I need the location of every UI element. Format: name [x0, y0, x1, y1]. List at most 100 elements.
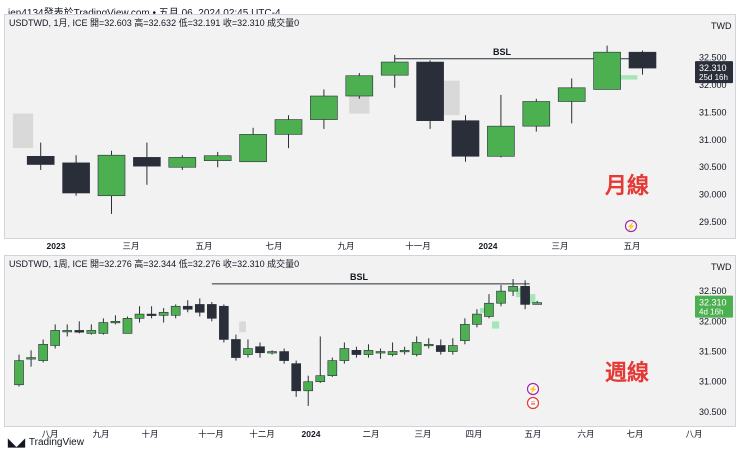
candle-body [339, 348, 350, 361]
candle-body [628, 51, 657, 69]
candle-body [423, 343, 434, 347]
symbol-label: USDTWD, 1周, ICE 開=32.276 高=32.344 低=32.2… [9, 258, 299, 269]
currency-label: TWD [711, 21, 732, 31]
ghost-candle [516, 288, 524, 298]
candle-body [557, 87, 586, 102]
price-tick-label: 32.500 [699, 53, 727, 63]
candle-body [351, 350, 362, 355]
candle-body [194, 304, 205, 313]
timeframe-watermark: 月線 [604, 173, 649, 198]
candle-body [110, 321, 121, 324]
ghost-candle [239, 321, 246, 333]
time-tick-label: 三月 [551, 241, 568, 251]
time-tick-label: 八月 [41, 429, 58, 439]
candle-body [448, 345, 458, 352]
candle-body [363, 350, 374, 355]
time-tick-label: 八月 [685, 429, 702, 439]
price-tick-label: 30.500 [699, 162, 727, 172]
weekly-time-axis[interactable]: 八月 九月 十月 十一月 十二月 2024 二月 三月 四月 五月 六月 七月 八月 [4, 427, 736, 441]
price-tick-label: 31.000 [699, 377, 727, 387]
candle-body [522, 101, 551, 127]
candle-body [520, 286, 530, 305]
monthly-chart[interactable]: USDTWD, 1月, ICE 開=32.603 高=32.632 低=32.1… [5, 15, 735, 238]
symbol-label: USDTWD, 1月, ICE 開=32.603 高=32.632 低=32.1… [9, 17, 299, 28]
candle-body [122, 318, 133, 334]
us-flag-icon-glyph: ≡ [531, 399, 536, 408]
candle-body [133, 157, 161, 167]
candle-body [14, 360, 24, 386]
candle-body [315, 375, 326, 383]
candle-body [496, 290, 506, 304]
footer[interactable]: ◣◢ TradingView [8, 436, 84, 449]
last-price-value: 32.310 [699, 298, 727, 308]
time-tick-label: 九月 [92, 429, 109, 439]
time-tick-label: 十月 [141, 429, 158, 439]
candle-body [460, 324, 470, 341]
time-tick-label: 2023 [47, 241, 66, 251]
candle-body [279, 351, 289, 361]
candle-body [267, 351, 277, 354]
time-tick-label: 七月 [626, 429, 643, 439]
ghost-candle [479, 308, 488, 313]
candle-body [274, 119, 303, 135]
weekly-chart-panel[interactable]: USDTWD, 1周, ICE 開=32.276 高=32.344 低=32.2… [4, 255, 736, 427]
price-tick-label: 30.500 [699, 407, 727, 417]
time-tick-label: 十一月 [198, 429, 224, 439]
candle-body [168, 157, 197, 168]
candle-body [26, 155, 55, 165]
lightning-icon [526, 382, 540, 396]
lightning-icon [624, 219, 638, 233]
candle-body [170, 305, 181, 316]
candle-body [50, 330, 60, 346]
candle-body [146, 313, 157, 316]
candle-body [38, 343, 48, 361]
candle-body [62, 162, 90, 194]
ghost-candle [439, 80, 460, 116]
time-tick-label: 六月 [577, 429, 594, 439]
countdown-label: 4d 16h [699, 308, 723, 317]
candle-body [134, 313, 145, 319]
candle-body [593, 51, 621, 90]
time-tick-label: 三月 [122, 241, 139, 251]
ghost-candle [528, 294, 536, 304]
bsl-label: BSL [493, 47, 512, 57]
candle-body [207, 304, 217, 319]
candle-body [303, 381, 314, 392]
time-tick-label: 五月 [195, 241, 212, 251]
time-tick-label: 十一月 [405, 241, 431, 251]
candle-body [508, 286, 518, 292]
price-tick-label: 32.000 [699, 80, 727, 90]
candle-body [219, 305, 229, 340]
candle-body [532, 302, 542, 305]
candle-body [62, 330, 73, 333]
candle-body [231, 339, 241, 358]
last-price-badge [695, 61, 733, 84]
ghost-candle [492, 321, 500, 329]
monthly-chart-panel[interactable]: USDTWD, 1月, ICE 開=32.603 高=32.632 低=32.1… [4, 14, 736, 239]
time-tick-label: 三月 [414, 429, 431, 439]
price-tick-label: 31.000 [699, 135, 727, 145]
candle-body [26, 357, 36, 360]
candle-body [203, 155, 232, 161]
candle-body [182, 305, 193, 310]
time-tick-label: 七月 [265, 241, 282, 251]
candle-body [411, 342, 422, 355]
candle-body [74, 330, 85, 333]
candle-body [387, 351, 398, 355]
candle-body [375, 351, 386, 354]
countdown-label: 25d 16h [699, 73, 728, 82]
weekly-chart[interactable]: USDTWD, 1周, ICE 開=32.276 高=32.344 低=32.2… [5, 256, 735, 426]
time-tick-label: 四月 [465, 429, 482, 439]
candle-body [327, 360, 338, 376]
ghost-candle [615, 75, 638, 80]
publish-info: jen4134發表於TradingView.com • 五月 06, 2024 … [8, 4, 281, 19]
time-tick-label: 2024 [302, 429, 321, 439]
tradingview-logo-icon: ◣◢ [8, 437, 25, 449]
monthly-time-axis[interactable]: 2023 三月 五月 七月 九月 十一月 2024 三月 五月 [4, 239, 736, 253]
candle-body [345, 75, 374, 97]
candle-body [291, 363, 301, 392]
price-tick-label: 32.500 [699, 286, 727, 296]
timeframe-watermark: 週線 [605, 360, 649, 385]
time-tick-label: 九月 [337, 241, 354, 251]
candle-body [472, 313, 482, 325]
